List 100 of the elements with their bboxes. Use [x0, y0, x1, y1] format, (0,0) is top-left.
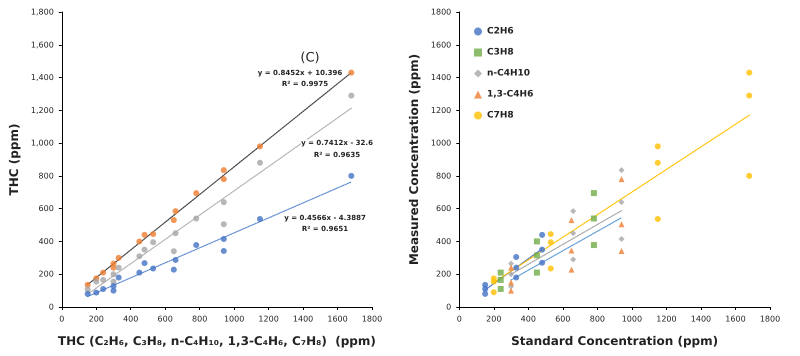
y-tick-label: 200: [38, 270, 54, 279]
point: [539, 260, 546, 266]
point: [654, 143, 661, 150]
point: [513, 264, 520, 271]
point: [142, 246, 148, 253]
point: [116, 264, 122, 271]
point: [508, 279, 514, 286]
point: [590, 242, 597, 248]
point: [116, 274, 122, 280]
point: [618, 176, 625, 182]
x-tick-label: 1000: [224, 314, 244, 324]
y-tick-label: 1,200: [30, 106, 54, 115]
point: [490, 278, 497, 285]
point: [508, 271, 514, 278]
point: [136, 253, 142, 260]
point: [170, 266, 177, 273]
point: [256, 160, 263, 166]
y-tick-label: 1,800: [30, 8, 54, 16]
point: [548, 239, 554, 246]
point: [110, 283, 116, 290]
y-tick-label: 600: [38, 204, 54, 214]
y-axis-title: THC (ppm): [7, 124, 21, 196]
point: [746, 70, 752, 76]
point: [150, 231, 156, 238]
x-tick-label: 800: [192, 314, 208, 324]
legend-label: C2H6: [487, 26, 514, 36]
point: [746, 92, 752, 99]
point: [172, 208, 179, 214]
y-tick-label: 400: [38, 236, 54, 246]
x-axis-title: Standard Concentration (ppm): [511, 334, 718, 348]
point: [220, 221, 227, 228]
x-tick-label: 0: [59, 314, 64, 324]
y-tick-label: 1,000: [30, 138, 54, 148]
y-tick-label: 1,400: [30, 73, 54, 82]
x-tick-label: 1800: [760, 314, 780, 324]
point: [534, 270, 540, 276]
y-tick-label: 400: [436, 236, 452, 246]
point: [172, 230, 179, 236]
point: [172, 256, 179, 263]
x-tick-label: 1400: [690, 314, 712, 324]
x-tick-label: 1600: [725, 314, 746, 324]
x-tick-label: 400: [520, 314, 536, 324]
point: [348, 92, 354, 99]
point: [539, 232, 546, 238]
x-tick-label: 1000: [622, 314, 642, 324]
y-tick-label: 0: [48, 302, 54, 312]
legend-label: C7H8: [487, 110, 514, 120]
y-axis-title: Measured Concentration (ppm): [407, 54, 421, 266]
point: [170, 217, 177, 224]
point: [136, 270, 142, 276]
point: [498, 276, 504, 283]
point: [539, 246, 546, 253]
x-tick-label: 1200: [258, 314, 279, 324]
point: [193, 190, 200, 196]
point: [746, 172, 752, 179]
point: [136, 238, 142, 244]
x-tick-label: 0: [456, 314, 462, 324]
legend-label: n-C4H10: [487, 68, 530, 78]
x-tick-label: 600: [158, 314, 173, 324]
point: [220, 176, 227, 182]
x-tick-label: 200: [88, 314, 104, 324]
y-tick-label: 1600: [430, 40, 452, 50]
point: [508, 264, 514, 271]
x-tick-label: 200: [486, 314, 502, 324]
point: [508, 260, 514, 267]
y-tick-label: 600: [436, 204, 452, 214]
point: [498, 286, 504, 292]
point: [256, 216, 263, 222]
point: [93, 290, 100, 296]
y-tick-label: 1800: [430, 8, 452, 16]
point: [568, 266, 574, 273]
y-tick-label: 0: [446, 302, 452, 312]
point: [100, 270, 106, 276]
point: [348, 70, 354, 76]
y-tick-label: 1400: [430, 73, 452, 82]
point: [508, 288, 514, 294]
x-tick-label: 1200: [656, 314, 677, 324]
point: [534, 252, 540, 258]
y-tick-label: 800: [38, 171, 54, 180]
legend-label: C3H8: [487, 48, 514, 58]
point: [100, 286, 106, 292]
point: [220, 248, 227, 254]
point: [618, 167, 625, 174]
x-tick-label: 800: [590, 314, 606, 324]
x-tick-label: 1400: [292, 314, 314, 324]
point: [568, 247, 574, 254]
point: [590, 190, 597, 196]
x-axis-title: THC (C₂H₆, C₃H₈, n-C₄H₁₀, 1,3-C₄H₆, C₇H₈) (ppm): [58, 334, 376, 348]
point: [490, 289, 497, 296]
point: [618, 236, 625, 242]
point: [498, 270, 504, 276]
point: [570, 208, 576, 214]
y-tick-label: 200: [436, 270, 452, 279]
point: [116, 254, 122, 261]
point: [142, 260, 148, 266]
point: [93, 278, 100, 285]
y-tick-label: 800: [436, 171, 452, 180]
x-tick-label: 400: [123, 314, 138, 324]
point: [534, 238, 540, 244]
point: [590, 216, 597, 222]
